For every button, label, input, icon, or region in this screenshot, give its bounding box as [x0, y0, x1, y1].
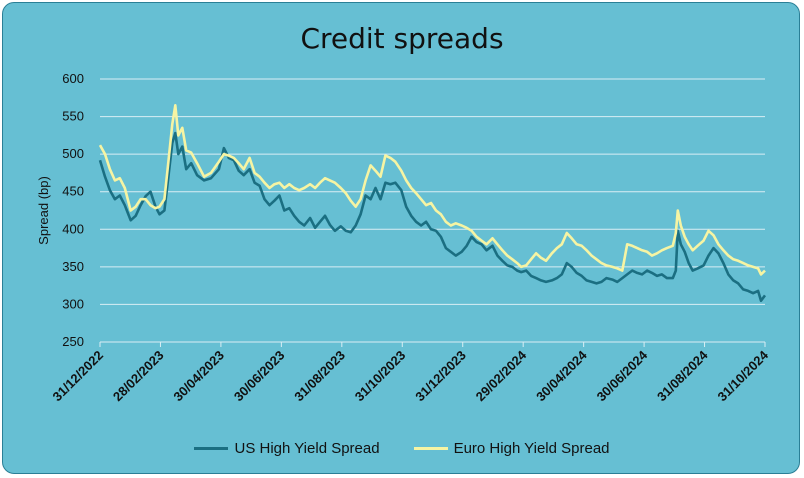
- series-line-euro-high-yield: [98, 104, 766, 276]
- x-tick-label: 29/02/2024: [473, 347, 530, 404]
- y-tick-label: 550: [62, 109, 84, 124]
- legend-item-euro: Euro High Yield Spread: [413, 440, 610, 457]
- legend: US High Yield Spread Euro High Yield Spr…: [0, 440, 804, 457]
- x-tick-label: 31/10/2023: [352, 348, 409, 405]
- y-tick-label: 400: [62, 221, 84, 236]
- x-tick-label: 30/04/2024: [533, 347, 590, 404]
- x-tick-label: 31/08/2023: [291, 348, 348, 405]
- y-axis-label: Spread (bp): [36, 176, 51, 245]
- legend-label-euro: Euro High Yield Spread: [453, 440, 610, 457]
- x-tick-label: 31/10/2024: [714, 347, 771, 404]
- x-tick-label: 30/06/2024: [594, 347, 651, 404]
- x-tick-label: 31/12/2022: [49, 348, 106, 405]
- legend-swatch-us: [194, 447, 229, 450]
- legend-swatch-euro: [413, 447, 448, 450]
- x-tick-label: 28/02/2023: [110, 348, 167, 405]
- x-tick-label: 31/08/2024: [654, 347, 711, 404]
- y-tick-label: 600: [62, 71, 84, 86]
- x-tick-label: 31/12/2023: [412, 348, 469, 405]
- y-tick-label: 250: [62, 334, 84, 349]
- y-tick-label: 450: [62, 184, 84, 199]
- x-tick-label: 30/06/2023: [231, 348, 288, 405]
- legend-label-us: US High Yield Spread: [234, 440, 380, 457]
- y-tick-label: 300: [62, 296, 84, 311]
- y-tick-label: 500: [62, 146, 84, 161]
- y-tick-label: 350: [62, 259, 84, 274]
- x-tick-label: 30/04/2023: [170, 348, 227, 405]
- series-line-us-high-yield: [98, 131, 767, 302]
- legend-item-us: US High Yield Spread: [194, 440, 380, 457]
- chart-title: Credit spreads: [300, 22, 504, 55]
